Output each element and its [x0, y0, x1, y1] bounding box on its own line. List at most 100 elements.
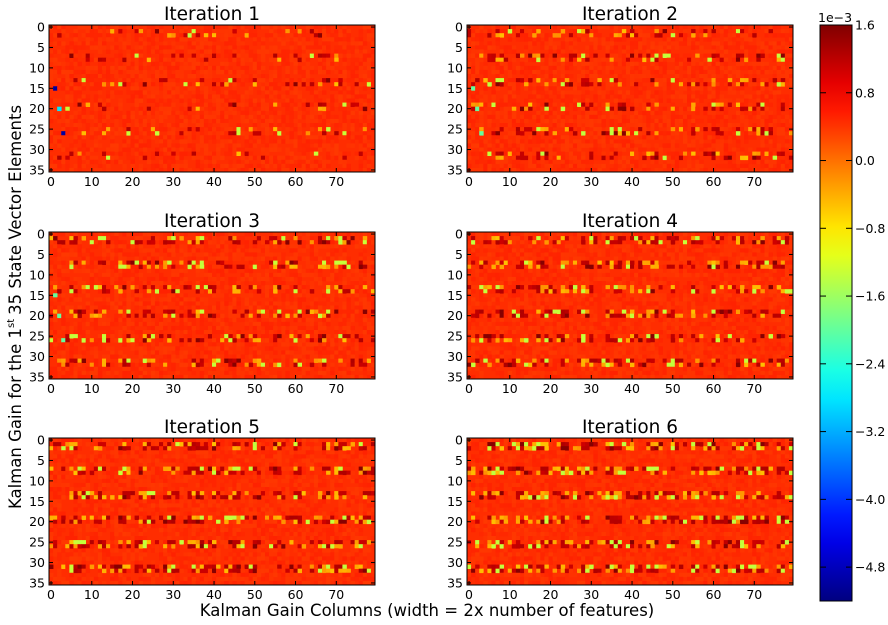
heatmap-cell [305, 236, 311, 241]
heatmap-cell [264, 86, 270, 91]
heatmap-cell [269, 110, 274, 116]
heatmap-cell [232, 78, 237, 83]
heatmap-cell [89, 260, 95, 266]
heatmap-cell [191, 301, 197, 306]
heatmap-cell [138, 41, 144, 46]
heatmap-cell [617, 102, 623, 108]
heatmap-cell [61, 135, 66, 140]
heatmap-cell [256, 305, 262, 310]
heatmap-cell [666, 135, 672, 140]
heatmap-cell [269, 86, 274, 91]
heatmap-cell [93, 143, 99, 148]
heatmap-cell [183, 297, 188, 302]
heatmap-cell [691, 29, 696, 34]
heatmap-cell [203, 301, 209, 306]
heatmap-cell [638, 114, 643, 120]
heatmap-cell [646, 74, 651, 79]
heatmap-cell [313, 25, 319, 30]
heatmap-cell [617, 57, 623, 63]
heatmap-cell [106, 240, 111, 245]
heatmap-cell [134, 98, 139, 103]
heatmap-cell [768, 69, 773, 75]
heatmap-cell [326, 110, 331, 116]
heatmap-cell [581, 110, 586, 116]
heatmap-cell [228, 65, 233, 71]
heatmap-cell [195, 29, 201, 34]
heatmap-cell [256, 289, 262, 294]
heatmap-cell [187, 49, 192, 54]
heatmap-cell [467, 53, 472, 59]
heatmap-cell [73, 293, 78, 298]
heatmap-cell [491, 94, 496, 99]
heatmap-cell [191, 69, 197, 75]
heatmap-cell [613, 57, 619, 63]
heatmap-cell [350, 78, 355, 83]
heatmap-cell [719, 102, 725, 108]
heatmap-cell [330, 276, 335, 282]
heatmap-cell [260, 147, 266, 152]
heatmap-cell [532, 110, 537, 116]
heatmap-cell [536, 135, 541, 140]
heatmap-cell [699, 147, 704, 152]
heatmap-cell [313, 135, 319, 140]
heatmap-cell [625, 143, 631, 148]
heatmap-cell [203, 61, 209, 67]
heatmap-cell [289, 78, 294, 83]
heatmap-cell [524, 102, 529, 108]
heatmap-cell [89, 264, 95, 270]
heatmap-cell [285, 260, 290, 266]
heatmap-cell [638, 131, 643, 136]
heatmap-cell [297, 82, 302, 87]
heatmap-cell [142, 69, 148, 75]
heatmap-cell [719, 131, 725, 136]
heatmap-cell [187, 106, 192, 112]
heatmap-cell [322, 293, 327, 298]
heatmap-cell [342, 155, 347, 161]
heatmap-cell [678, 123, 684, 128]
heatmap-cell [519, 69, 525, 75]
heatmap-cell [646, 90, 651, 95]
heatmap-cell [699, 139, 704, 144]
heatmap-cell [317, 313, 323, 319]
heatmap-cell [334, 147, 339, 152]
heatmap-cell [760, 131, 765, 136]
heatmap-cell [532, 147, 537, 152]
heatmap-cell [752, 45, 757, 50]
heatmap-cell [330, 114, 335, 120]
heatmap-cell [293, 289, 298, 294]
heatmap-cell [544, 167, 549, 173]
heatmap-cell [118, 82, 123, 87]
heatmap-cell [273, 272, 278, 278]
heatmap-cell [748, 155, 753, 161]
heatmap-cell [788, 82, 794, 87]
heatmap-cell [277, 301, 282, 306]
heatmap-cell [191, 98, 197, 103]
heatmap-cell [471, 143, 476, 148]
heatmap-cell [97, 82, 103, 87]
heatmap-cell [776, 33, 782, 38]
heatmap-cell [560, 151, 566, 157]
heatmap-cell [273, 159, 278, 165]
heatmap-cell [330, 102, 335, 108]
heatmap-cell [479, 25, 484, 30]
heatmap-cell [479, 33, 484, 38]
heatmap-cell [97, 61, 103, 67]
heatmap-cell [322, 106, 327, 112]
heatmap-cell [322, 163, 327, 169]
heatmap-cell [269, 94, 274, 99]
heatmap-cell [277, 317, 282, 323]
heatmap-cell [491, 57, 496, 63]
heatmap-cell [57, 240, 62, 245]
heatmap-cell [654, 123, 659, 128]
heatmap-cell [617, 131, 623, 136]
heatmap-cell [764, 106, 769, 112]
heatmap-cell [536, 131, 541, 136]
heatmap-cell [289, 82, 294, 87]
heatmap-cell [699, 61, 704, 67]
heatmap-cell [362, 147, 368, 152]
heatmap-cell [475, 65, 480, 71]
heatmap-cell [260, 49, 266, 54]
heatmap-cell [731, 155, 737, 161]
heatmap-cell [106, 281, 111, 286]
heatmap-cell [317, 69, 323, 75]
